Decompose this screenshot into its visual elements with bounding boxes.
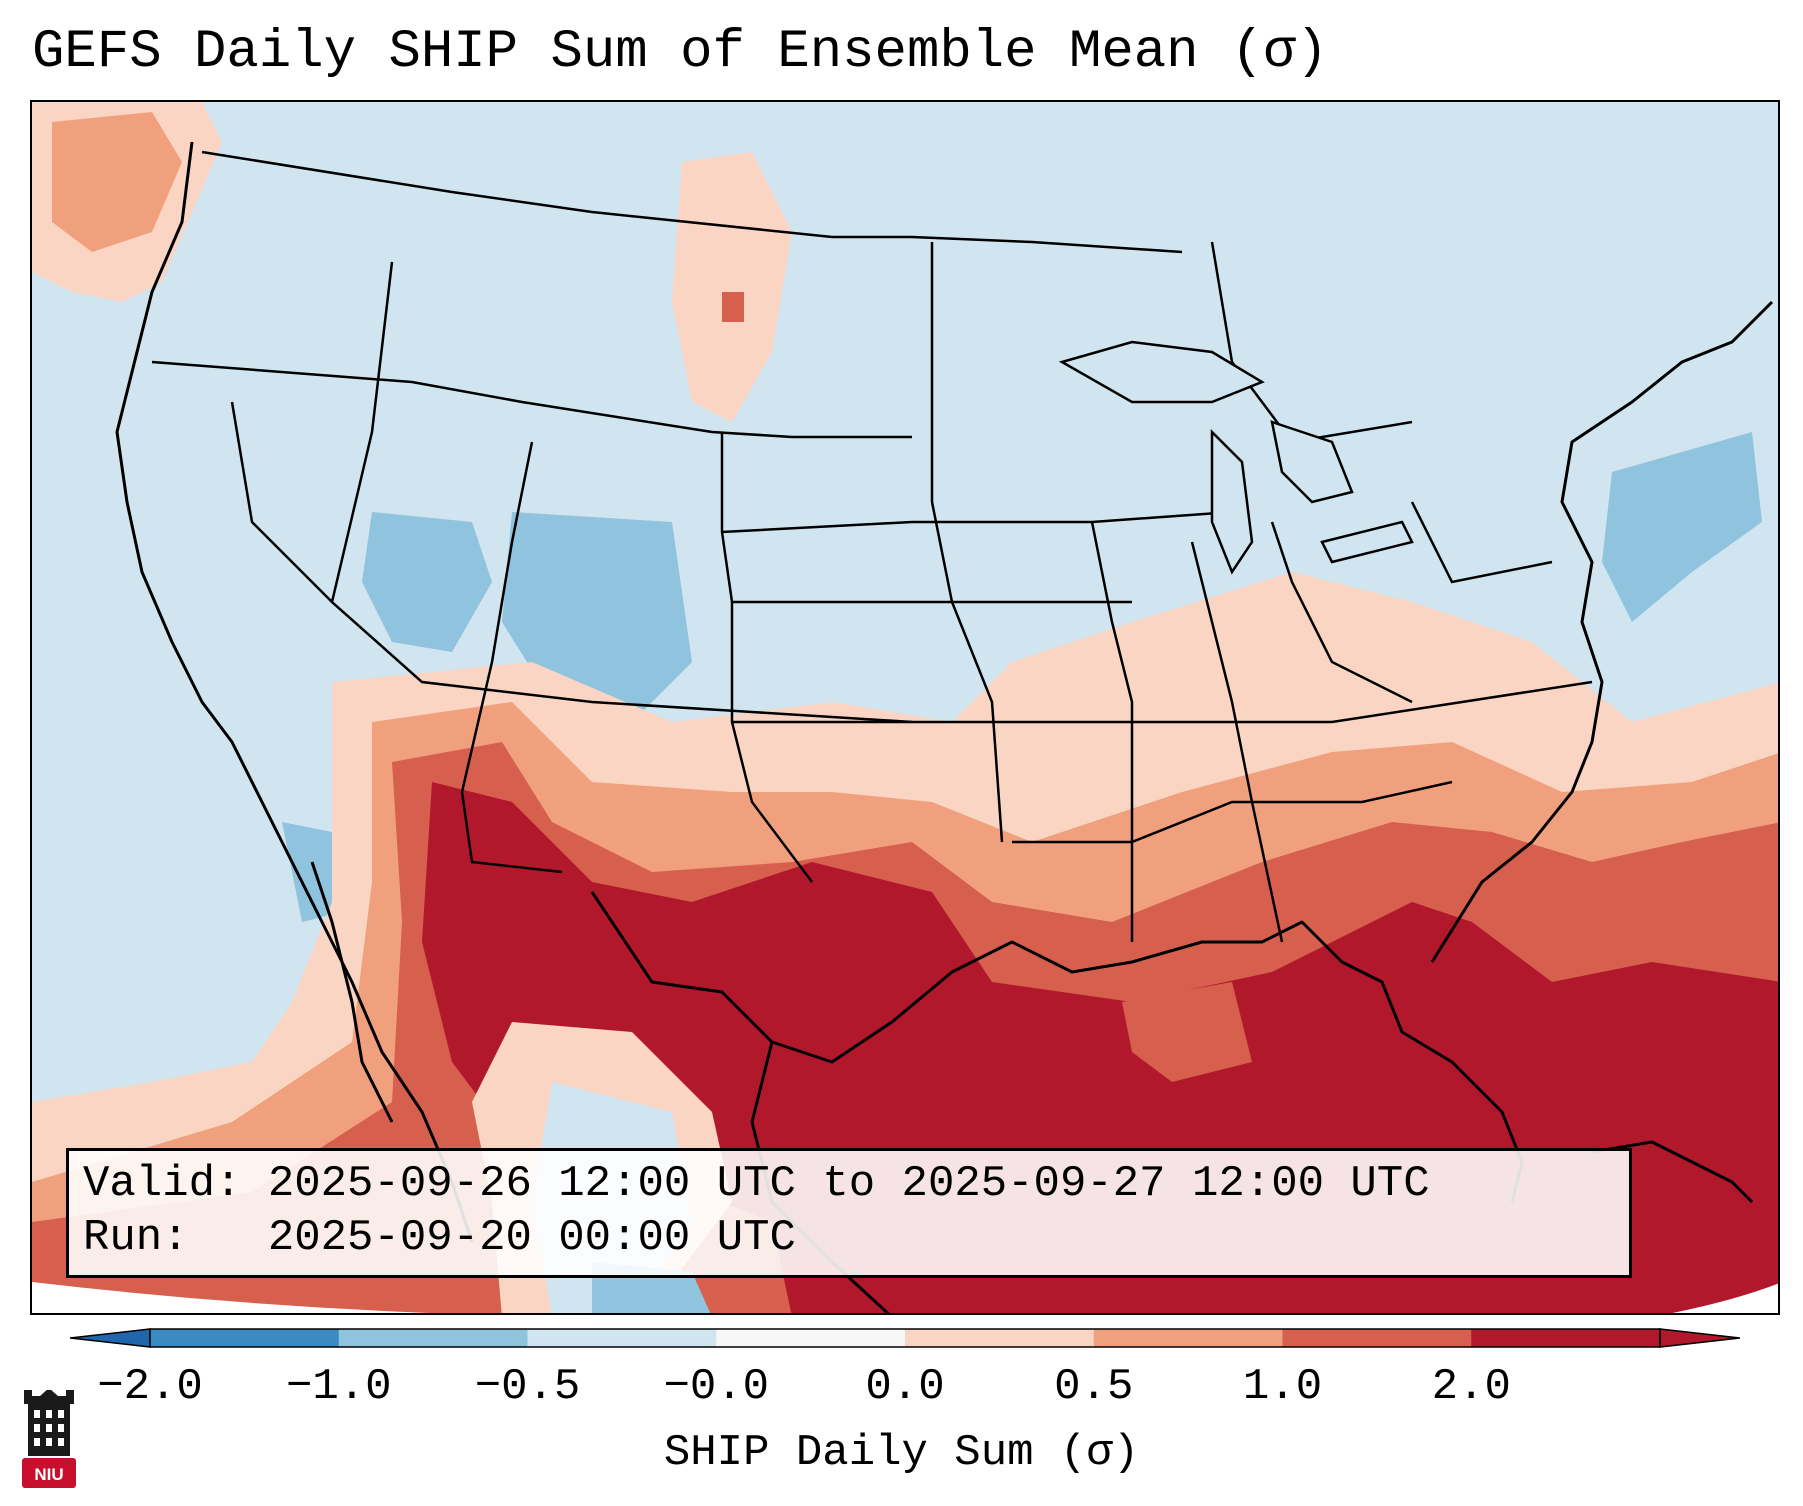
colorbar-segment bbox=[338, 1329, 528, 1347]
pacific-coast bbox=[115, 141, 474, 1243]
colorbar-under-arrow bbox=[70, 1328, 151, 1348]
border-line-12 bbox=[1190, 541, 1284, 943]
gulf-weaker-patch bbox=[1122, 982, 1252, 1082]
gulf-coast bbox=[590, 891, 1524, 1203]
us-canada-border bbox=[201, 150, 1183, 254]
border-line-15 bbox=[1210, 241, 1413, 444]
colorbar-tick-label: 0.0 bbox=[865, 1362, 945, 1412]
border-line-1 bbox=[151, 360, 912, 439]
colorbar-tick-label: −0.0 bbox=[663, 1362, 770, 1412]
colorbar-tick-label: −1.0 bbox=[285, 1362, 392, 1412]
border-line-2 bbox=[330, 261, 913, 724]
border-line-9 bbox=[732, 680, 1593, 724]
border-line-4 bbox=[460, 441, 563, 874]
run-time-text: Run: 2025-09-20 00:00 UTC bbox=[83, 1213, 796, 1263]
plains-anomaly bbox=[672, 152, 792, 422]
map-title: GEFS Daily SHIP Sum of Ensemble Mean (σ) bbox=[32, 22, 1329, 83]
colorbar-segment bbox=[716, 1329, 906, 1347]
colorbar-segment bbox=[905, 1329, 1095, 1347]
projection-edge-right bbox=[1672, 1283, 1778, 1313]
border-line-10 bbox=[1012, 780, 1453, 844]
logo-text: NIU bbox=[34, 1465, 63, 1484]
baja-negative bbox=[282, 822, 342, 922]
lake-huron bbox=[1270, 420, 1354, 504]
border-line-13 bbox=[1270, 521, 1413, 704]
valid-time-text: Valid: 2025-09-26 12:00 UTC to 2025-09-2… bbox=[83, 1159, 1430, 1209]
map-canvas bbox=[32, 102, 1778, 1313]
lake-erie bbox=[1320, 520, 1414, 564]
colorbar-label: SHIP Daily Sum (σ) bbox=[663, 1428, 1140, 1478]
coastlines bbox=[115, 141, 1774, 1313]
colorbar-tick-label: −0.5 bbox=[474, 1362, 581, 1412]
colorbar bbox=[70, 1328, 1740, 1348]
cuba-outline bbox=[1591, 1140, 1754, 1204]
map-panel[interactable] bbox=[30, 100, 1780, 1315]
colorbar-over-arrow bbox=[1659, 1328, 1740, 1348]
pnw-anomaly-core bbox=[52, 112, 182, 252]
validity-info-box: Valid: 2025-09-26 12:00 UTC to 2025-09-2… bbox=[66, 1148, 1632, 1278]
colorbar-ticks: −2.0 −1.0 −0.5 −0.0 0.0 0.5 1.0 2.0 bbox=[0, 1362, 1803, 1412]
colorbar-segment bbox=[150, 1329, 340, 1347]
colorbar-segment bbox=[527, 1329, 717, 1347]
border-line-14 bbox=[1410, 501, 1553, 584]
projection-edge-left bbox=[32, 1282, 430, 1313]
state-borders bbox=[151, 150, 1593, 943]
border-line-6 bbox=[930, 242, 1004, 843]
plains-anomaly-core bbox=[722, 292, 744, 322]
border-line-7 bbox=[721, 510, 1233, 534]
border-line-11 bbox=[1090, 521, 1134, 942]
border-line-3 bbox=[230, 401, 333, 603]
colorbar-segment bbox=[1282, 1329, 1472, 1347]
colorbar-segment bbox=[1093, 1329, 1283, 1347]
colorbar-tick-label: 2.0 bbox=[1431, 1362, 1511, 1412]
lake-michigan bbox=[1210, 428, 1254, 575]
colorbar-tick-label: −2.0 bbox=[97, 1362, 203, 1412]
atlantic-negative bbox=[1602, 432, 1762, 622]
colorbar-tick-label: 0.5 bbox=[1054, 1362, 1134, 1412]
great-basin-negative bbox=[362, 512, 492, 652]
colorbar-segment bbox=[1471, 1329, 1661, 1347]
atlantic-coast bbox=[1430, 300, 1774, 963]
colorbar-tick-label: 1.0 bbox=[1242, 1362, 1323, 1412]
lake-superior bbox=[1058, 340, 1265, 404]
great-lakes bbox=[1058, 340, 1414, 575]
niu-tower-icon: NIU bbox=[22, 1390, 76, 1488]
baja-peninsula bbox=[310, 861, 394, 1123]
colorbar-outline bbox=[149, 1328, 1661, 1348]
